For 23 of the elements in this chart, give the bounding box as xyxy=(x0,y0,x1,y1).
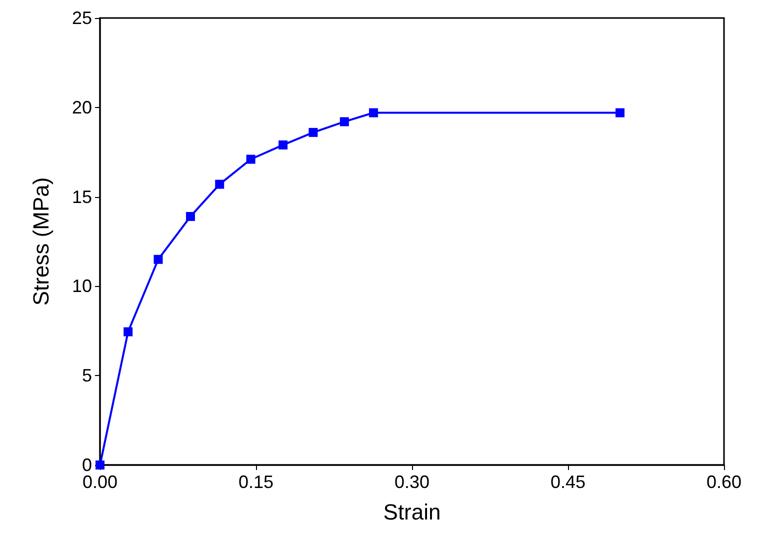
point xyxy=(369,108,378,118)
x-tick-label: 0.45 xyxy=(550,472,586,492)
point xyxy=(616,108,624,118)
x-tick-label: 0.30 xyxy=(394,472,430,492)
y-tick-label: 15 xyxy=(72,186,92,207)
point xyxy=(246,154,256,164)
y-tick-label: 5 xyxy=(82,366,92,386)
point xyxy=(124,327,133,336)
point xyxy=(215,180,224,189)
y-tick-label: 10 xyxy=(72,276,92,296)
point xyxy=(186,212,195,221)
point xyxy=(340,117,349,126)
x-tick-label: 0.00 xyxy=(82,472,118,492)
y-tick-label: 0 xyxy=(82,455,92,475)
x-tick-label: 0.60 xyxy=(706,472,742,492)
y-tick-label: 25 xyxy=(72,8,92,28)
point xyxy=(308,128,318,137)
point xyxy=(278,140,288,150)
x-axis-title: Strain xyxy=(383,500,441,524)
y-axis-title: Stress (MPa) xyxy=(28,177,54,306)
x-tick-label: 0.15 xyxy=(238,472,274,492)
point xyxy=(154,254,163,264)
y-tick-label: 20 xyxy=(72,97,92,118)
